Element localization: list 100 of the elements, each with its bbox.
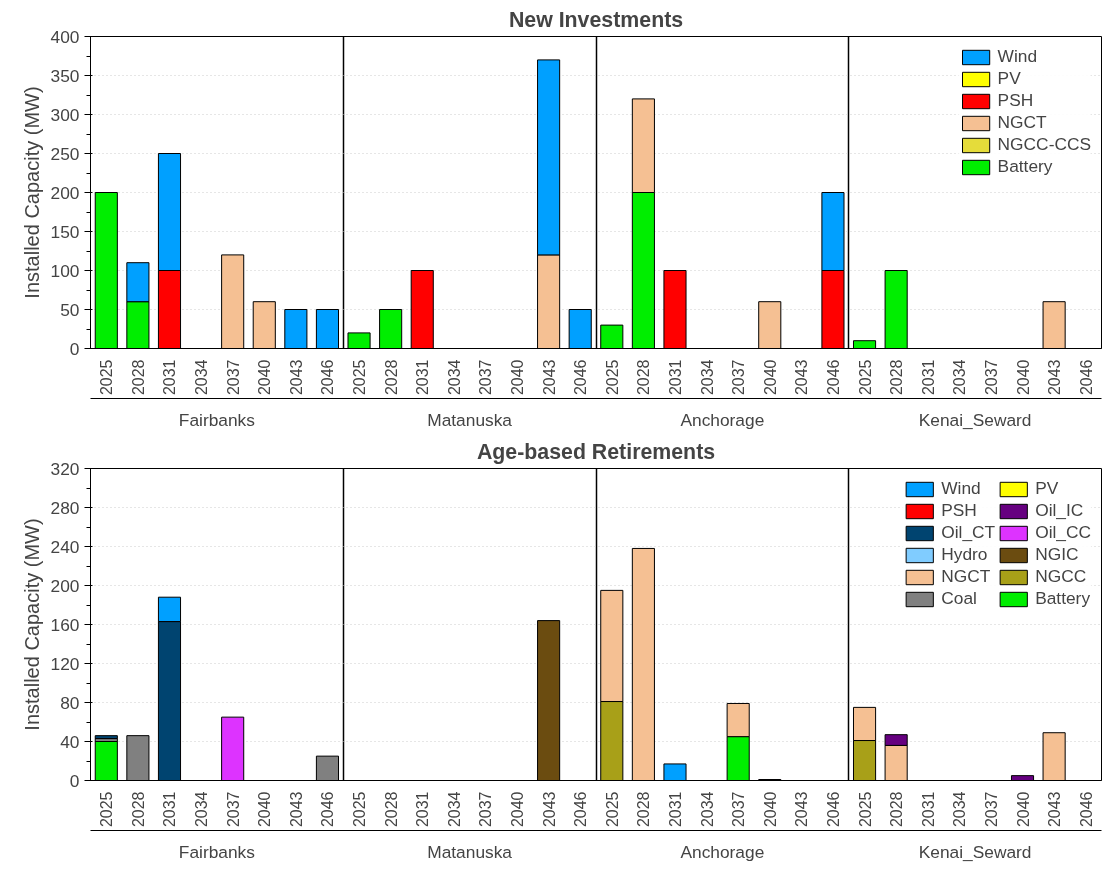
y-tick-label: 40 — [60, 731, 80, 752]
chart-title: New Investments — [508, 7, 684, 32]
text: Kenai_Seward — [918, 841, 1032, 862]
y-tick-label: 160 — [50, 614, 80, 635]
x-tick-label: 2040 — [256, 359, 274, 396]
x-tick-label: 2028 — [382, 791, 400, 828]
y-tick-label: 50 — [60, 299, 80, 320]
text: Fairbanks — [178, 409, 256, 430]
legend-label: NGCC-CCS — [997, 134, 1091, 155]
y-tick-label: 80 — [60, 692, 80, 713]
x-tick-label: 2040 — [761, 359, 779, 396]
x-tick-label: 2046 — [824, 359, 842, 396]
y-tick-label: 300 — [50, 104, 80, 125]
x-tick-label: 2031 — [414, 359, 432, 396]
x-tick-label: 2043 — [793, 791, 811, 828]
x-tick-label: 2034 — [193, 359, 211, 396]
x-tick-label: 2037 — [224, 791, 242, 828]
x-tick-label: 2028 — [635, 791, 653, 828]
y-tick-label: 0 — [69, 338, 80, 359]
x-tick-label: 2046 — [319, 359, 337, 396]
legend-label: NGIC — [1035, 544, 1079, 565]
legend-label: Wind — [941, 478, 981, 499]
x-tick-label: 2031 — [919, 359, 937, 396]
text: Fairbanks — [178, 841, 256, 862]
y-axis-title: Installed Capacity (MW) — [20, 86, 43, 299]
x-tick-label: 2031 — [161, 791, 179, 828]
legend-label: NGCT — [941, 566, 991, 587]
x-tick-label: 2037 — [982, 359, 1000, 396]
x-tick-label: 2046 — [572, 359, 590, 396]
y-tick-label: 400 — [50, 26, 80, 47]
x-tick-label: 2025 — [351, 791, 369, 828]
x-tick-label: 2025 — [856, 791, 874, 828]
legend-label: NGCC — [1035, 566, 1087, 587]
x-tick-label: 2043 — [540, 359, 558, 396]
x-tick-label: 2040 — [1014, 791, 1032, 828]
x-tick-label: 2028 — [129, 791, 147, 828]
x-tick-label: 2046 — [572, 791, 590, 828]
x-tick-label: 2034 — [951, 359, 969, 396]
x-tick-label: 2043 — [540, 791, 558, 828]
text: Anchorage — [680, 409, 765, 430]
x-tick-label: 2031 — [666, 791, 684, 828]
x-tick-label: 2037 — [477, 359, 495, 396]
legend-label: PV — [997, 68, 1021, 89]
y-axis-title: Installed Capacity (MW) — [20, 518, 43, 731]
x-tick-label: 2034 — [698, 791, 716, 828]
legend-label: PSH — [997, 90, 1034, 111]
x-tick-label: 2025 — [351, 359, 369, 396]
x-tick-label: 2037 — [730, 791, 748, 828]
x-tick-label: 2040 — [1014, 359, 1032, 396]
x-tick-label: 2025 — [98, 791, 116, 828]
x-tick-label: 2034 — [445, 359, 463, 396]
x-tick-label: 2043 — [287, 359, 305, 396]
legend-label: Coal — [941, 588, 977, 609]
chart-title: Age-based Retirements — [476, 439, 716, 464]
x-tick-label: 2025 — [856, 359, 874, 396]
x-tick-label: 2031 — [666, 359, 684, 396]
x-tick-label: 2028 — [129, 359, 147, 396]
legend-label: Battery — [997, 156, 1053, 177]
x-tick-label: 2028 — [888, 359, 906, 396]
legend-label: Wind — [997, 46, 1038, 67]
x-tick-label: 2034 — [193, 791, 211, 828]
text: Matanuska — [427, 841, 513, 862]
x-tick-label: 2046 — [1077, 359, 1095, 396]
x-tick-label: 2031 — [414, 791, 432, 828]
legend-label: Hydro — [941, 544, 988, 565]
y-tick-label: 240 — [50, 536, 80, 557]
x-tick-label: 2037 — [982, 791, 1000, 828]
legend-label: NGCT — [997, 112, 1047, 133]
x-tick-label: 2043 — [793, 359, 811, 396]
x-tick-label: 2025 — [603, 791, 621, 828]
x-tick-label: 2025 — [98, 359, 116, 396]
x-tick-label: 2028 — [382, 359, 400, 396]
text: Kenai_Seward — [918, 409, 1032, 430]
legend-label: Battery — [1035, 588, 1091, 609]
y-tick-label: 350 — [50, 65, 80, 86]
legend-label: Oil_CT — [941, 522, 996, 543]
x-tick-label: 2034 — [951, 791, 969, 828]
x-tick-label: 2040 — [509, 359, 527, 396]
x-tick-label: 2034 — [445, 791, 463, 828]
y-tick-label: 200 — [50, 182, 80, 203]
y-tick-label: 120 — [50, 653, 80, 674]
y-tick-label: 150 — [50, 221, 80, 242]
legend-label: Oil_IC — [1035, 500, 1084, 521]
x-tick-label: 2037 — [477, 791, 495, 828]
x-tick-label: 2031 — [161, 359, 179, 396]
legend-label: Oil_CC — [1035, 522, 1091, 543]
legend-label: PV — [1035, 478, 1059, 499]
legend-label: PSH — [941, 500, 977, 521]
y-tick-label: 200 — [50, 575, 80, 596]
x-tick-label: 2043 — [287, 791, 305, 828]
text: Anchorage — [680, 841, 765, 862]
y-tick-label: 320 — [50, 458, 80, 479]
x-tick-label: 2037 — [224, 359, 242, 396]
x-tick-label: 2031 — [919, 791, 937, 828]
y-tick-label: 250 — [50, 143, 80, 164]
x-tick-label: 2043 — [1046, 359, 1064, 396]
x-tick-label: 2043 — [1046, 791, 1064, 828]
x-tick-label: 2040 — [761, 791, 779, 828]
x-tick-label: 2040 — [509, 791, 527, 828]
y-tick-label: 280 — [50, 497, 80, 518]
